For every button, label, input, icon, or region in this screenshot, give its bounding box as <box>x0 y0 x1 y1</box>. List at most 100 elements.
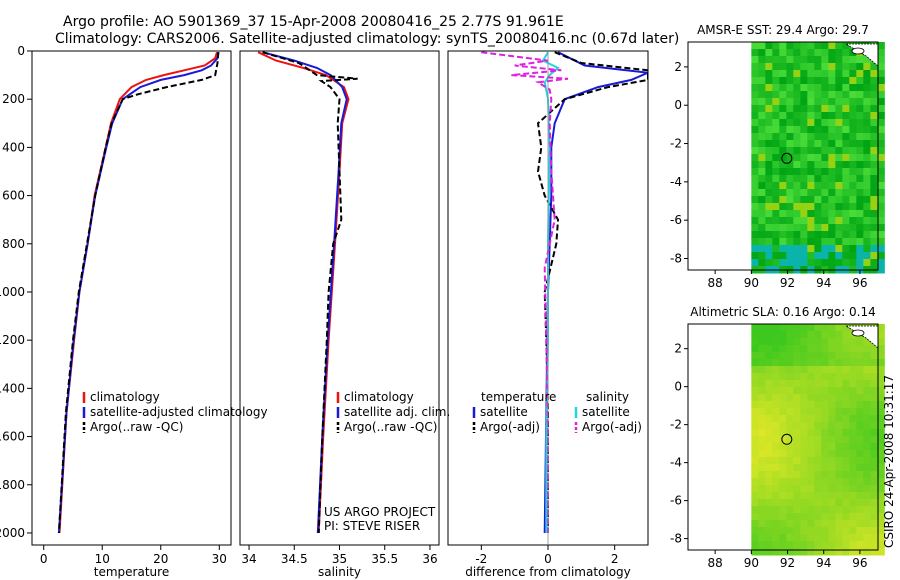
heatmap-cell <box>779 175 787 183</box>
heatmap-cell <box>814 140 822 148</box>
heatmap-cell <box>765 345 773 353</box>
heatmap-cell <box>842 492 850 500</box>
heatmap-cell <box>758 324 766 332</box>
heatmap-cell <box>877 513 885 521</box>
heatmap-cell <box>751 492 759 500</box>
heatmap-cell <box>786 338 794 346</box>
heatmap-cell <box>807 49 815 57</box>
legend-group-salinity: salinity <box>586 390 629 404</box>
heatmap-cell <box>863 70 871 78</box>
heatmap-cell <box>842 499 850 507</box>
heatmap-cell <box>856 387 864 395</box>
heatmap-cell <box>835 196 843 204</box>
y-tick-label: 1800 <box>0 478 25 492</box>
heatmap-cell <box>856 140 864 148</box>
heatmap-cell <box>828 338 836 346</box>
heatmap-cell <box>849 527 857 535</box>
heatmap-cell <box>856 70 864 78</box>
heatmap-cell <box>807 359 815 367</box>
heatmap-cell <box>835 499 843 507</box>
heatmap-cell <box>793 506 801 514</box>
heatmap-cell <box>765 436 773 444</box>
heatmap-cell <box>849 70 857 78</box>
heatmap-cell <box>814 324 822 332</box>
heatmap-cell <box>814 450 822 458</box>
heatmap-cell <box>842 520 850 528</box>
heatmap-cell <box>814 182 822 190</box>
heatmap-cell <box>779 520 787 528</box>
x-tick-label: 90 <box>744 276 759 290</box>
heatmap-cell <box>786 464 794 472</box>
heatmap-cell <box>863 126 871 134</box>
heatmap-cell <box>835 203 843 211</box>
heatmap-cell <box>856 56 864 64</box>
heatmap-cell <box>870 527 878 535</box>
heatmap-cell <box>842 345 850 353</box>
heatmap-cell <box>772 77 780 85</box>
heatmap-cell <box>786 457 794 465</box>
heatmap-cell <box>793 161 801 169</box>
heatmap-cell <box>786 471 794 479</box>
heatmap-cell <box>772 189 780 197</box>
heatmap-cell <box>758 49 766 57</box>
heatmap-cell <box>870 84 878 92</box>
heatmap-cell <box>821 133 829 141</box>
heatmap-cell <box>863 63 871 71</box>
heatmap-cell <box>828 464 836 472</box>
heatmap-cell <box>814 70 822 78</box>
heatmap-cell <box>842 210 850 218</box>
island-outline <box>851 47 865 55</box>
heatmap-cell <box>821 520 829 528</box>
heatmap-cell <box>751 520 759 528</box>
heatmap-cell <box>807 457 815 465</box>
heatmap-cell <box>835 464 843 472</box>
heatmap-cell <box>821 527 829 535</box>
heatmap-cell <box>765 42 773 50</box>
heatmap-cell <box>828 238 836 246</box>
heatmap-cell <box>828 513 836 521</box>
heatmap-cell <box>758 245 766 253</box>
heatmap-cell <box>751 147 759 155</box>
heatmap-cell <box>849 352 857 360</box>
heatmap-cell <box>807 513 815 521</box>
heatmap-cell <box>835 436 843 444</box>
heatmap-cell <box>786 450 794 458</box>
heatmap-cell <box>800 436 808 444</box>
heatmap-cell <box>821 42 829 50</box>
heatmap-cell <box>786 84 794 92</box>
y-tick-label: 0 <box>674 98 682 112</box>
heatmap-cell <box>786 133 794 141</box>
heatmap-cell <box>877 126 885 134</box>
heatmap-cell <box>863 203 871 211</box>
heatmap-cell <box>779 112 787 120</box>
heatmap-cell <box>877 196 885 204</box>
heatmap-cell <box>765 252 773 260</box>
heatmap-cell <box>849 91 857 99</box>
heatmap-cell <box>870 63 878 71</box>
heatmap-cell <box>765 527 773 535</box>
heatmap-cell <box>758 161 766 169</box>
x-tick-label: 35.5 <box>371 552 398 566</box>
heatmap-cell <box>849 464 857 472</box>
heatmap-cell <box>863 443 871 451</box>
heatmap-cell <box>793 422 801 430</box>
heatmap-cell <box>772 42 780 50</box>
heatmap-cell <box>856 394 864 402</box>
heatmap-cell <box>863 182 871 190</box>
heatmap-cell <box>863 231 871 239</box>
heatmap-cell <box>772 56 780 64</box>
heatmap-cell <box>807 77 815 85</box>
heatmap-cell <box>870 478 878 486</box>
heatmap-cell <box>877 464 885 472</box>
heatmap-cell <box>856 485 864 493</box>
heatmap-cell <box>800 217 808 225</box>
heatmap-cell <box>758 84 766 92</box>
heatmap-cell <box>751 84 759 92</box>
legend-salinity-0-label: climatology <box>344 390 414 404</box>
heatmap-cell <box>863 415 871 423</box>
heatmap-cell <box>772 338 780 346</box>
heatmap-cell <box>856 408 864 416</box>
heatmap-cell <box>863 527 871 535</box>
heatmap-cell <box>793 175 801 183</box>
heatmap-cell <box>863 366 871 374</box>
